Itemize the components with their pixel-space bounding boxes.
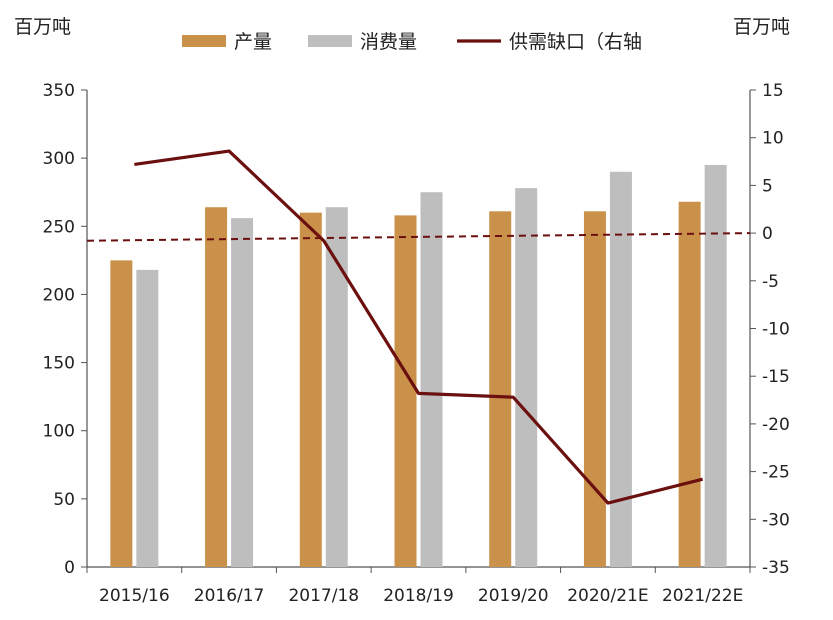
left-tick-label: 0 — [64, 558, 75, 578]
right-tick-label: -35 — [762, 558, 790, 578]
x-tick-label: 2019/20 — [478, 586, 549, 606]
left-tick-label: 300 — [43, 149, 75, 169]
x-tick-label: 2017/18 — [288, 586, 359, 606]
gap-trendline — [86, 232, 751, 242]
right-tick-label: 10 — [762, 129, 784, 149]
x-tick-label: 2020/21E — [567, 586, 648, 606]
consumption-bar — [231, 218, 254, 567]
production-bar — [489, 211, 512, 567]
right-tick-label: -15 — [762, 367, 790, 387]
consumption-bar — [515, 188, 538, 567]
left-axis-unit: 百万吨 — [14, 16, 72, 38]
legend-label: 消费量 — [360, 31, 417, 53]
right-tick-label: -10 — [762, 320, 790, 340]
right-tick-label: -30 — [762, 510, 790, 530]
consumption-bar — [136, 269, 159, 567]
legend-swatch — [308, 35, 352, 47]
x-tick-label: 2016/17 — [194, 586, 265, 606]
left-tick-label: 350 — [43, 81, 75, 101]
production-bar — [205, 207, 228, 567]
right-tick-label: 0 — [762, 224, 773, 244]
consumption-bar — [609, 171, 632, 567]
production-bar — [110, 260, 133, 567]
right-tick-label: -20 — [762, 415, 790, 435]
legend-label: 产量 — [234, 31, 272, 53]
consumption-bar — [704, 164, 727, 567]
x-tick-label: 2018/19 — [383, 586, 454, 606]
left-tick-label: 200 — [43, 285, 75, 305]
right-axis-unit: 百万吨 — [733, 16, 791, 38]
legend-label: 供需缺口（右轴 — [509, 31, 642, 53]
legend-swatch — [182, 35, 226, 47]
production-bar — [394, 215, 417, 567]
left-tick-label: 50 — [53, 490, 75, 510]
production-bar — [583, 211, 606, 567]
right-tick-label: -25 — [762, 463, 790, 483]
consumption-bar — [325, 207, 348, 567]
left-tick-label: 150 — [43, 354, 75, 374]
supply-demand-gap-line — [134, 149, 704, 505]
x-tick-label: 2015/16 — [99, 586, 170, 606]
right-tick-label: -5 — [762, 272, 779, 292]
right-tick-label: 5 — [762, 176, 773, 196]
x-tick-label: 2021/22E — [662, 586, 743, 606]
production-bar — [678, 201, 701, 568]
right-tick-label: 15 — [762, 81, 784, 101]
left-tick-label: 250 — [43, 217, 75, 237]
production-bar — [299, 212, 322, 567]
consumption-bar — [420, 192, 443, 567]
left-tick-label: 100 — [43, 422, 75, 442]
